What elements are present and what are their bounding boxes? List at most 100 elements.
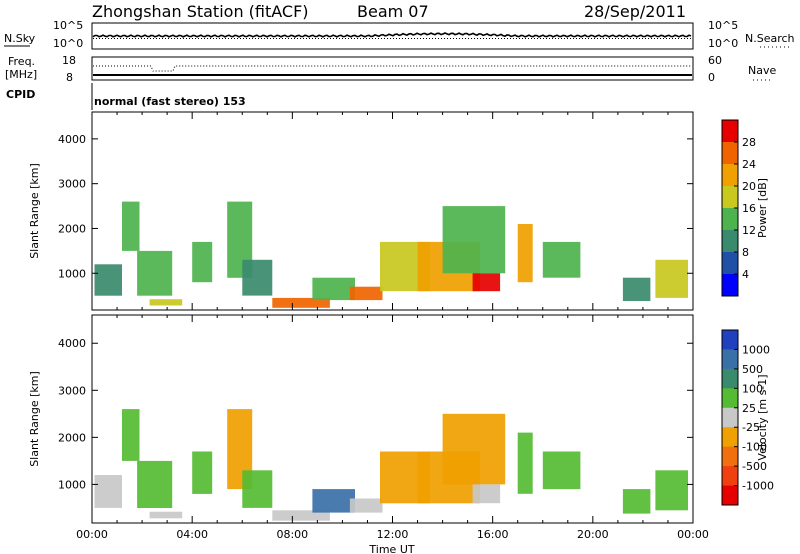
- y-tick-label: 1000: [58, 267, 86, 280]
- y-tick-label: 4000: [58, 133, 86, 146]
- heatmap-cell: [442, 413, 506, 485]
- velocity-panel: 1000 2000 3000 4000 Slant Range [km]: [28, 314, 694, 524]
- heatmap-cell: [242, 259, 273, 296]
- y-axis-label: Slant Range [km]: [28, 163, 41, 259]
- heatmap-cell: [442, 206, 506, 274]
- nsky-tick-bottom: 10^0: [53, 37, 83, 50]
- colorbar-segment: [722, 208, 738, 231]
- colorbar-segment: [722, 164, 738, 187]
- heatmap-cell: [192, 451, 213, 494]
- heatmap-cell: [349, 498, 383, 513]
- colorbar-segment: [722, 230, 738, 253]
- y-tick-label: 1000: [58, 478, 86, 491]
- colorbar-tick-label: 8: [742, 246, 749, 259]
- heatmap-cell: [312, 277, 355, 301]
- colorbar-tick-label: 28: [742, 136, 756, 149]
- colorbar-tick-label: 16: [742, 202, 756, 215]
- freq-frame: [91, 56, 694, 81]
- colorbar-segment: [722, 142, 738, 165]
- freq-label: Freq.: [8, 55, 35, 68]
- heatmap-cell: [137, 460, 173, 508]
- heatmap-cell: [517, 224, 533, 283]
- colorbar-tick-label: 4: [742, 268, 749, 281]
- heatmap-cell: [122, 409, 140, 461]
- colorbar-segment: [722, 368, 738, 389]
- colorbar-tick-label: 1000: [742, 343, 770, 356]
- colorbar-segment: [722, 485, 738, 506]
- cpid-label: CPID: [6, 88, 35, 101]
- colorbar-tick-label: 500: [742, 363, 763, 376]
- heatmap-cell: [242, 470, 273, 508]
- time-axis: 00:00 04:00 08:00 12:00 16:00 20:00 00:00: [76, 528, 709, 541]
- heatmap-cell: [94, 264, 122, 296]
- nsearch-tick-top: 10^5: [708, 19, 738, 32]
- colorbar-tick-label: -100: [742, 441, 767, 454]
- nsky-tick-top: 10^5: [53, 19, 83, 32]
- heatmap-cell: [542, 241, 581, 278]
- heatmap-cell: [472, 484, 501, 504]
- nsky-panel: N.Sky 10^5 10^0 10^5 10^0 N.Search: [4, 19, 795, 50]
- heatmap-cell: [137, 250, 173, 296]
- freq-tick-top: 18: [62, 54, 76, 67]
- heatmap-cell: [149, 299, 183, 306]
- y-tick-label: 3000: [58, 178, 86, 191]
- heatmap-cell: [272, 297, 330, 308]
- x-tick-label: 08:00: [276, 528, 308, 541]
- heatmap-cell: [94, 475, 122, 508]
- heatmap-cell: [349, 286, 383, 301]
- colorbar-segment: [722, 388, 738, 409]
- heatmap-cell: [272, 510, 330, 521]
- date-label: 28/Sep/2011: [584, 2, 686, 21]
- x-tick-label: 12:00: [377, 528, 409, 541]
- heatmap-cell: [472, 273, 501, 292]
- colorbar-tick-label: 24: [742, 158, 756, 171]
- colorbar-tick-label: 100: [742, 382, 763, 395]
- colorbar-tick-label: -25: [742, 421, 760, 434]
- colorbar-segment: [722, 407, 738, 428]
- nsky-trace: [92, 32, 692, 38]
- colorbar-segment: [722, 349, 738, 370]
- colorbar-segment: [722, 330, 738, 350]
- station-title: Zhongshan Station (fitACF): [92, 2, 309, 21]
- heatmap-cell: [149, 511, 183, 519]
- nave-trace: [93, 65, 691, 72]
- x-tick-label: 00:00: [677, 528, 709, 541]
- nsearch-tick-bottom: 10^0: [708, 37, 738, 50]
- heatmap-cell: [312, 489, 355, 513]
- power-panel: 1000 2000 3000 4000 Slant Range [km]: [28, 111, 694, 311]
- velocity-colorbar: 1000 500 100 25 -25 -100 -500 -1000 Velocity [m …: [721, 329, 774, 506]
- heatmap-cells: [94, 201, 688, 308]
- x-tick-label: 04:00: [176, 528, 208, 541]
- x-axis-label: Time UT: [368, 543, 414, 554]
- x-tick-label: 00:00: [76, 528, 108, 541]
- cpid-text: normal (fast stereo) 153: [94, 95, 246, 108]
- colorbar-segment: [722, 252, 738, 275]
- y-tick-label: 2000: [58, 222, 86, 235]
- nsearch-label: N.Search: [745, 32, 795, 45]
- colorbar-label: Power [dB]: [756, 178, 769, 238]
- heatmap-cell: [517, 432, 533, 494]
- colorbar-segment: [722, 186, 738, 209]
- nsky-frame: [91, 22, 694, 50]
- heatmap-cells: [94, 409, 688, 521]
- y-tick-label: 4000: [58, 337, 86, 350]
- heatmap-cell: [192, 241, 213, 283]
- colorbar-tick-label: 12: [742, 224, 756, 237]
- y-axis-label: Slant Range [km]: [28, 371, 41, 467]
- colorbar-tick-label: -1000: [742, 480, 774, 493]
- colorbar-segment: [722, 427, 738, 448]
- heatmap-cell: [622, 277, 651, 301]
- nave-tick-bottom: 0: [708, 71, 715, 84]
- heatmap-cell: [122, 201, 140, 251]
- colorbar-tick-label: 20: [742, 180, 756, 193]
- colorbar-tick-label: -500: [742, 460, 767, 473]
- freq-unit-label: [MHz]: [5, 68, 37, 81]
- nave-tick-top: 60: [708, 54, 722, 67]
- colorbar-segment: [722, 446, 738, 467]
- nsky-label: N.Sky: [4, 32, 36, 45]
- colorbar-segment: [722, 466, 738, 486]
- heatmap-cell: [542, 451, 581, 490]
- heatmap-cell: [622, 489, 651, 514]
- x-tick-label: 16:00: [477, 528, 509, 541]
